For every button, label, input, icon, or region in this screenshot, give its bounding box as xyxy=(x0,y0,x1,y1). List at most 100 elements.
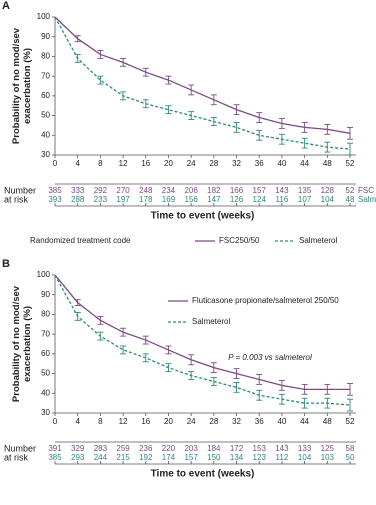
risk-count: 156 xyxy=(184,195,198,204)
error-bar xyxy=(97,75,104,85)
risk-count: 112 xyxy=(276,453,289,462)
risk-count: 215 xyxy=(116,453,130,462)
error-bar xyxy=(347,398,353,412)
error-bar xyxy=(165,75,172,85)
risk-count: 135 xyxy=(298,186,312,195)
error-bar xyxy=(324,123,331,135)
error-bar xyxy=(142,353,149,363)
y-tick-label: 70 xyxy=(41,71,50,80)
risk-count: 393 xyxy=(48,195,62,204)
risk-count: 134 xyxy=(230,453,244,462)
risk-count: 147 xyxy=(207,195,221,204)
error-bar xyxy=(347,126,353,140)
error-bar xyxy=(278,380,285,391)
error-bar xyxy=(233,104,240,116)
legend-title: Randomized treatment code xyxy=(30,236,131,245)
error-bar xyxy=(142,335,149,345)
risk-count: 123 xyxy=(253,453,267,462)
error-bar xyxy=(233,368,240,379)
y-axis-label: Probability of no mod/sevexacerbation (%… xyxy=(11,27,33,144)
risk-count: 192 xyxy=(139,453,153,462)
x-tick-label: 48 xyxy=(323,417,332,426)
x-tick-label: 44 xyxy=(300,417,309,426)
risk-count: 48 xyxy=(346,195,355,204)
x-tick-label: 36 xyxy=(255,417,264,426)
error-bar xyxy=(347,382,353,396)
x-tick-label: 0 xyxy=(53,159,58,168)
error-bar xyxy=(301,383,308,395)
risk-count: 288 xyxy=(71,195,85,204)
risk-count: 153 xyxy=(253,444,267,453)
error-bar xyxy=(188,371,195,380)
x-tick-label: 48 xyxy=(323,159,332,168)
error-bar xyxy=(347,142,353,156)
x-tick-label: 40 xyxy=(277,417,286,426)
y-axis-label-line: Probability of no mod/sev xyxy=(11,285,22,402)
error-bar xyxy=(74,35,81,43)
risk-count: 50 xyxy=(346,453,355,462)
risk-count: 182 xyxy=(207,186,221,195)
legend-label: FSC250/50 xyxy=(219,236,260,245)
risk-count: 172 xyxy=(230,444,244,453)
y-tick-label: 50 xyxy=(41,111,50,120)
x-tick-label: 8 xyxy=(98,417,103,426)
risk-row-label: FSC xyxy=(358,186,374,195)
x-tick-label: 24 xyxy=(187,417,196,426)
risk-count: 385 xyxy=(48,186,62,195)
error-bar xyxy=(120,91,127,101)
risk-count: 203 xyxy=(184,444,198,453)
legend-label: Fluticasone propionate/salmeterol 250/50 xyxy=(192,296,339,305)
x-tick-label: 32 xyxy=(232,159,241,168)
y-tick-label: 100 xyxy=(37,12,51,21)
x-tick-label: 8 xyxy=(98,159,103,168)
x-tick-label: 36 xyxy=(255,159,264,168)
y-axis-label-line: exacerbation (%) xyxy=(22,306,33,382)
y-axis-label: Probability of no mod/sevexacerbation (%… xyxy=(11,285,33,402)
x-tick-label: 16 xyxy=(141,159,150,168)
error-bar xyxy=(142,67,149,77)
km-curve xyxy=(54,274,351,406)
risk-count: 220 xyxy=(162,444,176,453)
risk-count: 143 xyxy=(275,444,289,453)
y-tick-label: 30 xyxy=(41,408,50,417)
risk-count: 124 xyxy=(253,195,267,204)
y-tick-label: 40 xyxy=(41,388,50,397)
x-tick-label: 20 xyxy=(164,159,173,168)
risk-count: 233 xyxy=(94,195,108,204)
error-bar xyxy=(188,111,195,120)
x-tick-label: 24 xyxy=(187,159,196,168)
error-bar xyxy=(278,393,285,405)
risk-count: 259 xyxy=(116,444,130,453)
km-curve xyxy=(54,16,351,134)
error-bar xyxy=(188,84,195,96)
x-tick-label: 28 xyxy=(209,417,218,426)
risk-count: 58 xyxy=(346,444,355,453)
error-bar xyxy=(165,345,172,355)
y-tick-label: 80 xyxy=(41,310,50,319)
risk-count: 234 xyxy=(162,186,176,195)
error-bar xyxy=(142,99,149,109)
error-bar xyxy=(301,137,308,149)
error-bar xyxy=(165,105,172,115)
risk-count: 157 xyxy=(184,453,198,462)
error-bar xyxy=(278,133,285,145)
error-bar xyxy=(97,315,104,325)
x-tick-label: 52 xyxy=(346,417,355,426)
risk-count: 174 xyxy=(162,453,176,462)
y-tick-label: 60 xyxy=(41,349,50,358)
risk-count: 244 xyxy=(94,453,108,462)
risk-table-title: at risk xyxy=(4,452,29,462)
x-tick-label: 4 xyxy=(75,159,80,168)
error-bar xyxy=(210,94,217,106)
risk-count: 103 xyxy=(321,453,335,462)
x-tick-label: 28 xyxy=(209,159,218,168)
y-tick-label: 90 xyxy=(41,290,50,299)
risk-row-label: Salm xyxy=(358,195,376,204)
legend-label: Salmeterol xyxy=(299,236,337,245)
error-bar xyxy=(165,363,172,373)
legend-label: Salmeterol xyxy=(192,317,230,326)
risk-count: 385 xyxy=(48,453,62,462)
x-tick-label: 4 xyxy=(75,417,80,426)
x-tick-label: 12 xyxy=(119,159,128,168)
